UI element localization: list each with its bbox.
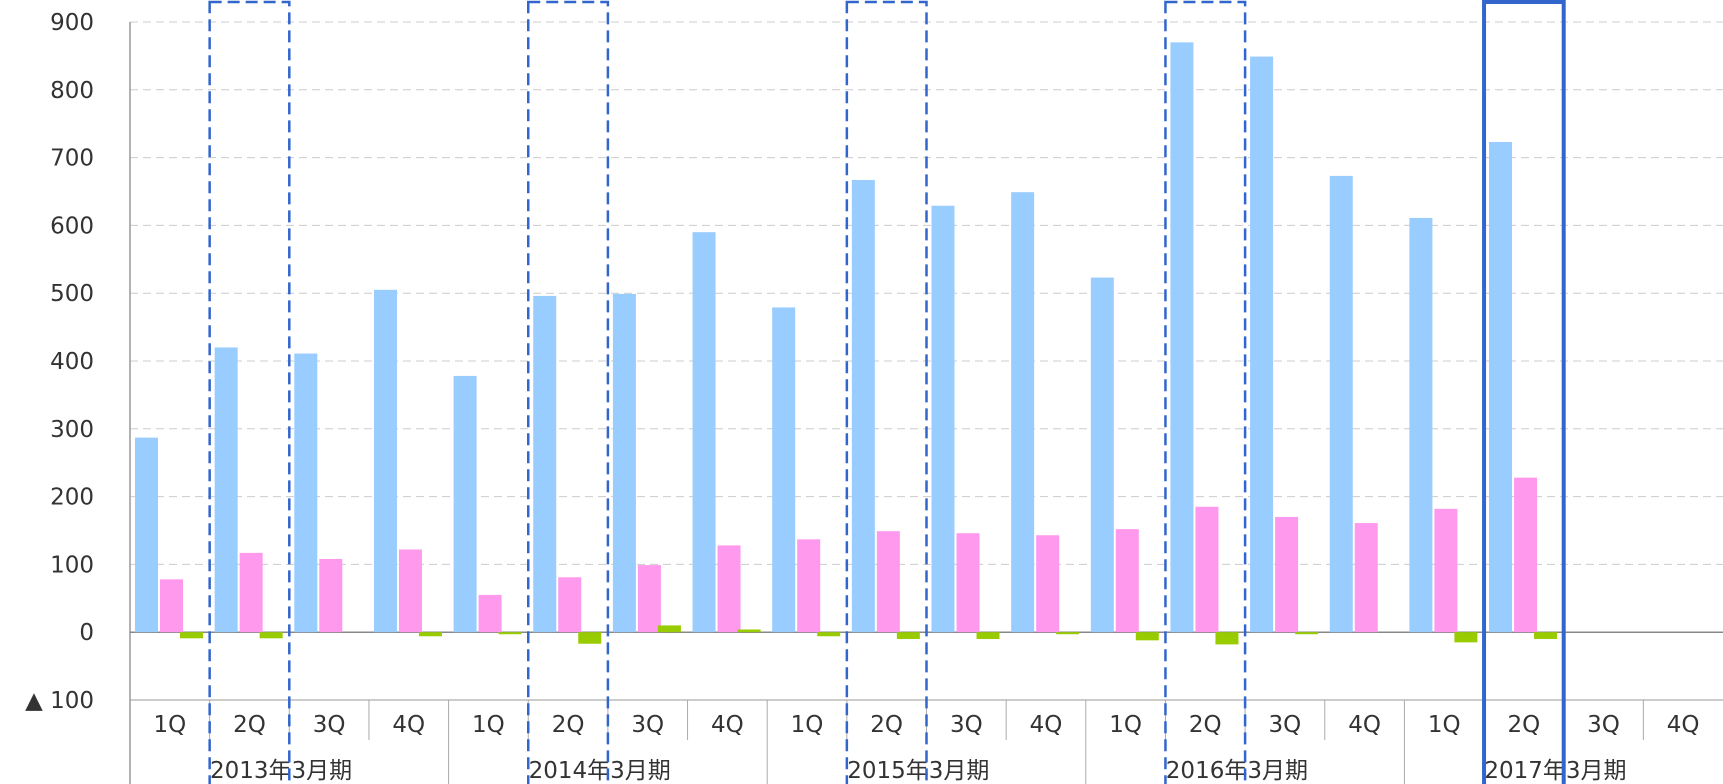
y-tick-label: 600 bbox=[50, 213, 94, 239]
category-label: 2Q bbox=[1189, 712, 1222, 738]
bar-series-1 bbox=[1250, 56, 1274, 633]
y-tick-label: 200 bbox=[50, 485, 94, 511]
bar-series-1 bbox=[294, 353, 318, 633]
category-label: 3Q bbox=[631, 712, 664, 738]
bar-series-2 bbox=[1434, 508, 1458, 633]
bar-series-3 bbox=[180, 632, 203, 639]
y-tick-label: 400 bbox=[50, 349, 94, 375]
bar-series-2 bbox=[160, 579, 183, 633]
category-label: 2Q bbox=[552, 712, 585, 738]
bar-series-2 bbox=[1036, 535, 1060, 633]
fiscal-year-label: 2017年3月期 bbox=[1484, 758, 1626, 784]
fiscal-year-label: 2014年3月期 bbox=[529, 758, 671, 784]
bar-series-1 bbox=[373, 289, 397, 633]
bar-series-1 bbox=[772, 307, 796, 633]
bar-series-3 bbox=[259, 632, 283, 639]
bar-series-3 bbox=[578, 632, 602, 644]
bar-series-2 bbox=[956, 533, 980, 633]
y-tick-label: 100 bbox=[50, 552, 94, 578]
category-label: 4Q bbox=[392, 712, 425, 738]
bar-series-3 bbox=[1056, 632, 1080, 635]
bar-series-1 bbox=[612, 293, 636, 633]
highlight-box-dashed bbox=[845, 0, 928, 784]
category-label: 1Q bbox=[153, 712, 186, 738]
y-tick-label: 300 bbox=[50, 417, 94, 443]
bar-series-3 bbox=[817, 632, 841, 637]
bar-series-3 bbox=[498, 632, 522, 635]
category-label: 2Q bbox=[1508, 712, 1541, 738]
highlight-box-current bbox=[1482, 0, 1566, 784]
y-tick-label: 900 bbox=[50, 10, 94, 36]
category-label: 1Q bbox=[472, 712, 505, 738]
category-label: 4Q bbox=[1348, 712, 1381, 738]
bar-series-3 bbox=[1454, 632, 1478, 643]
category-label: 3Q bbox=[313, 712, 346, 738]
bar-series-3 bbox=[1215, 632, 1239, 645]
bar-series-1 bbox=[533, 295, 557, 633]
bar-series-2 bbox=[717, 545, 741, 633]
highlight-box-dashed bbox=[527, 0, 610, 784]
category-label: 4Q bbox=[711, 712, 744, 738]
bar-series-1 bbox=[931, 205, 955, 633]
bar-series-1 bbox=[453, 375, 477, 633]
bar-series-1 bbox=[214, 347, 238, 633]
bar-series-3 bbox=[737, 629, 761, 633]
bar-series-3 bbox=[657, 625, 681, 633]
bar-series-1 bbox=[1011, 192, 1035, 633]
category-label: 4Q bbox=[1030, 712, 1063, 738]
category-label: 4Q bbox=[1667, 712, 1700, 738]
y-tick-labels: 900 800 700 600 500 400 300 200 100 0 ▲ 100 bbox=[25, 10, 94, 714]
bar-series-2 bbox=[1115, 529, 1139, 633]
y-tick-label: 700 bbox=[50, 146, 94, 172]
bar-series-2 bbox=[797, 539, 821, 633]
bar-series-3 bbox=[896, 632, 920, 639]
bar-series-1 bbox=[1489, 142, 1513, 633]
y-tick-label: 0 bbox=[79, 620, 94, 646]
bar-series-2 bbox=[239, 552, 263, 633]
category-label: 3Q bbox=[950, 712, 983, 738]
bar-series-2 bbox=[478, 594, 502, 633]
y-tick-label: 500 bbox=[50, 281, 94, 307]
bar-series-1 bbox=[1090, 277, 1114, 633]
y-tick-label: ▲ 100 bbox=[25, 688, 94, 714]
y-tick-label: 800 bbox=[50, 78, 94, 104]
bar-series-1 bbox=[1329, 175, 1353, 633]
bar-series-1 bbox=[1409, 217, 1433, 633]
category-label: 3Q bbox=[1269, 712, 1302, 738]
category-label: 2Q bbox=[233, 712, 266, 738]
bar-series-2 bbox=[558, 577, 582, 633]
bar-series-3 bbox=[418, 632, 442, 637]
category-label: 3Q bbox=[1587, 712, 1620, 738]
category-label: 1Q bbox=[1109, 712, 1142, 738]
bar-series-2 bbox=[1514, 477, 1538, 633]
bar-series-2 bbox=[1354, 523, 1378, 633]
highlight-box-dashed bbox=[208, 0, 291, 784]
bar-series-3 bbox=[976, 632, 1000, 639]
category-axis: 1Q 2Q 3Q 4Q 1Q 2Q 3Q 4Q 1Q 2Q 3Q 4Q 1Q 2Q 3Q 4Q 1Q 2Q 3Q 4Q… bbox=[153, 700, 1700, 784]
bar-series-2 bbox=[1275, 516, 1299, 633]
category-label: 2Q bbox=[870, 712, 903, 738]
bar-series-1 bbox=[1170, 42, 1194, 633]
bar-series-1 bbox=[135, 437, 158, 633]
highlight-boxes bbox=[208, 0, 1566, 784]
category-label: 1Q bbox=[791, 712, 824, 738]
bars bbox=[135, 42, 1558, 645]
fiscal-year-label: 2016年3月期 bbox=[1166, 758, 1308, 784]
bar-series-1 bbox=[692, 232, 716, 633]
bar-series-3 bbox=[1534, 632, 1558, 639]
fiscal-year-label: 2015年3月期 bbox=[847, 758, 989, 784]
highlight-box-dashed bbox=[1164, 0, 1247, 784]
bar-series-2 bbox=[876, 531, 900, 633]
bar-series-2 bbox=[319, 558, 343, 633]
category-label: 1Q bbox=[1428, 712, 1461, 738]
bar-series-3 bbox=[1135, 632, 1159, 641]
bar-series-2 bbox=[637, 565, 661, 633]
bar-series-2 bbox=[1195, 506, 1219, 633]
fiscal-year-label: 2013年3月期 bbox=[210, 758, 352, 784]
bar-series-1 bbox=[851, 179, 875, 633]
bar-series-3 bbox=[1295, 632, 1319, 635]
bar-series-2 bbox=[398, 549, 422, 633]
